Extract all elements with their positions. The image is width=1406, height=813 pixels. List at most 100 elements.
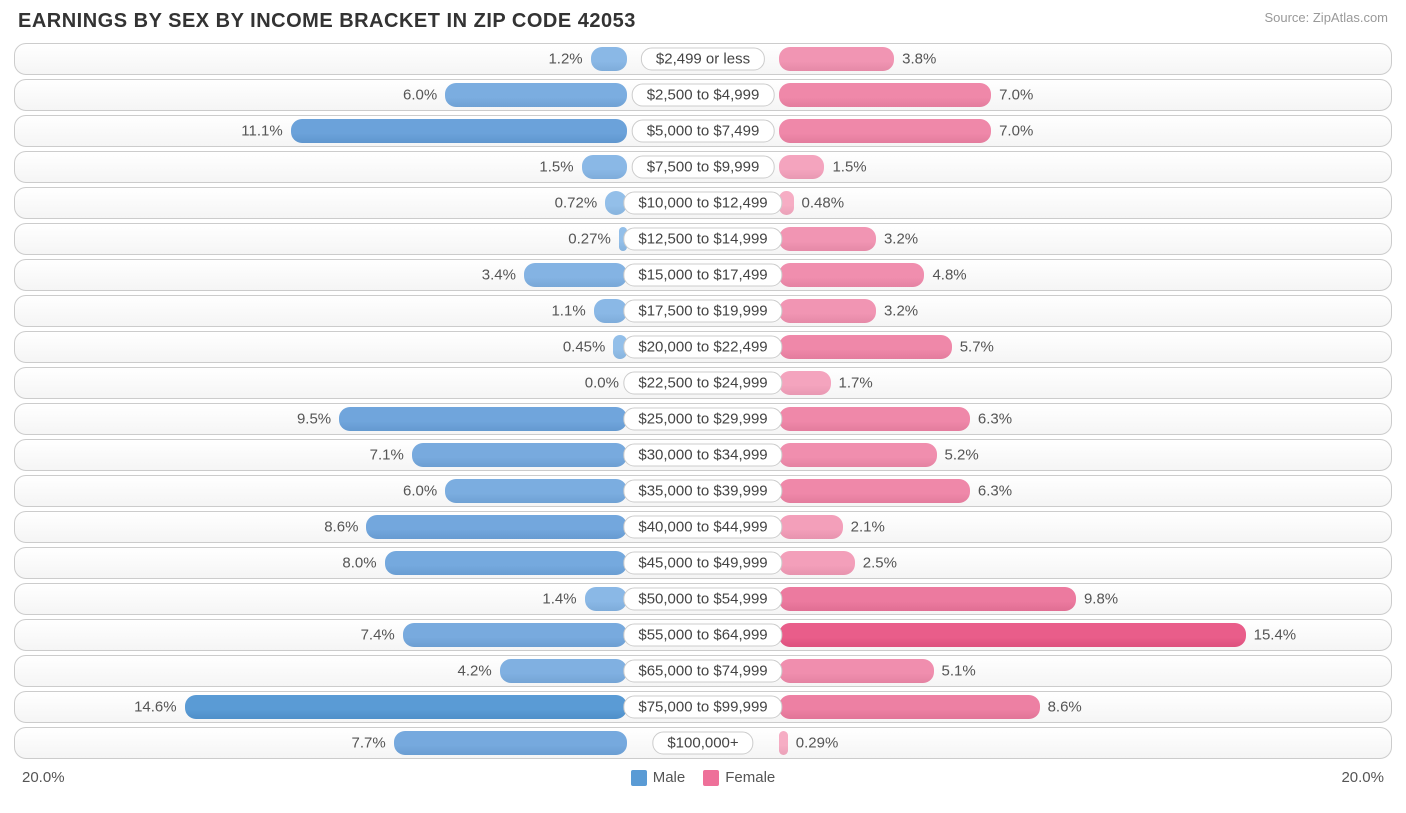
pct-label-male: 1.1%	[551, 303, 585, 320]
bar-female	[779, 479, 970, 503]
pct-label-male: 3.4%	[482, 267, 516, 284]
bar-female	[779, 731, 788, 755]
bracket-label: $75,000 to $99,999	[623, 696, 782, 719]
bar-male	[412, 443, 627, 467]
bar-female	[779, 551, 855, 575]
pct-label-female: 1.7%	[839, 375, 873, 392]
pct-label-male: 0.45%	[563, 339, 606, 356]
bracket-label: $45,000 to $49,999	[623, 552, 782, 575]
bracket-label: $22,500 to $24,999	[623, 372, 782, 395]
pct-label-female: 2.5%	[863, 555, 897, 572]
bar-female	[779, 263, 924, 287]
pct-label-male: 6.0%	[403, 87, 437, 104]
bar-male	[591, 47, 627, 71]
bar-female	[779, 659, 934, 683]
chart-row: $12,500 to $14,9990.27%3.2%	[14, 223, 1392, 255]
pct-label-male: 1.2%	[548, 51, 582, 68]
axis-max-left: 20.0%	[22, 769, 65, 786]
bracket-label: $17,500 to $19,999	[623, 300, 782, 323]
pct-label-female: 5.2%	[945, 447, 979, 464]
chart-row: $15,000 to $17,499 3.4% 4.8%	[14, 259, 1392, 291]
chart-row: $2,500 to $4,999 6.0% 7.0%	[14, 79, 1392, 111]
pct-label-female: 5.7%	[960, 339, 994, 356]
pct-label-male: 8.6%	[324, 519, 358, 536]
chart-row: $25,000 to $29,9999.5%6.3%	[14, 403, 1392, 435]
pct-label-male: 7.4%	[361, 627, 395, 644]
pct-label-male: 1.4%	[542, 591, 576, 608]
chart-row: $17,500 to $19,999 1.1% 3.2%	[14, 295, 1392, 327]
bar-female	[779, 83, 991, 107]
chart-row: $30,000 to $34,999 7.1% 5.2%	[14, 439, 1392, 471]
bar-female	[779, 371, 831, 395]
chart-footer: 20.0% Male Female 20.0%	[0, 763, 1406, 786]
pct-label-male: 1.5%	[539, 159, 573, 176]
pct-label-female: 2.1%	[851, 519, 885, 536]
chart-row: $7,500 to $9,999 1.5% 1.5%	[14, 151, 1392, 183]
legend-swatch-female	[703, 770, 719, 786]
pct-label-female: 8.6%	[1048, 699, 1082, 716]
bar-male	[500, 659, 627, 683]
bar-male	[366, 515, 627, 539]
pct-label-male: 4.2%	[458, 663, 492, 680]
legend-swatch-male	[631, 770, 647, 786]
bracket-label: $40,000 to $44,999	[623, 516, 782, 539]
chart-row: $35,000 to $39,9996.0%6.3%	[14, 475, 1392, 507]
bar-male	[585, 587, 627, 611]
chart-row: $50,000 to $54,999 1.4% 9.8%	[14, 583, 1392, 615]
chart-row: $55,000 to $64,9997.4%15.4%	[14, 619, 1392, 651]
pct-label-male: 0.72%	[555, 195, 598, 212]
chart-row: $65,000 to $74,9994.2%5.1%	[14, 655, 1392, 687]
pct-label-female: 6.3%	[978, 483, 1012, 500]
pct-label-female: 3.2%	[884, 303, 918, 320]
bar-male	[445, 83, 627, 107]
pct-label-female: 3.8%	[902, 51, 936, 68]
bar-female	[779, 155, 824, 179]
pct-label-female: 7.0%	[999, 123, 1033, 140]
chart-row: $5,000 to $7,49911.1%7.0%	[14, 115, 1392, 147]
pct-label-male: 7.1%	[370, 447, 404, 464]
bracket-label: $20,000 to $22,499	[623, 336, 782, 359]
bar-male	[291, 119, 627, 143]
bar-female	[779, 227, 876, 251]
pct-label-female: 15.4%	[1254, 627, 1297, 644]
pct-label-female: 0.48%	[802, 195, 845, 212]
legend-item-male: Male	[631, 769, 686, 786]
bracket-label: $10,000 to $12,499	[623, 192, 782, 215]
bar-male	[385, 551, 627, 575]
pct-label-male: 11.1%	[241, 123, 282, 140]
chart-row: $2,499 or less1.2%3.8%	[14, 43, 1392, 75]
bracket-label: $30,000 to $34,999	[623, 444, 782, 467]
pct-label-male: 8.0%	[342, 555, 376, 572]
pct-label-female: 9.8%	[1084, 591, 1118, 608]
bracket-label: $50,000 to $54,999	[623, 588, 782, 611]
bar-female	[779, 587, 1076, 611]
pct-label-female: 7.0%	[999, 87, 1033, 104]
pct-label-male: 0.0%	[585, 375, 619, 392]
chart-row: $75,000 to $99,99914.6%8.6%	[14, 691, 1392, 723]
pct-label-female: 5.1%	[942, 663, 976, 680]
legend-item-female: Female	[703, 769, 775, 786]
chart-row: $20,000 to $22,499 0.45% 5.7%	[14, 331, 1392, 363]
pct-label-female: 4.8%	[932, 267, 966, 284]
chart-row: $10,000 to $12,499 0.72% 0.48%	[14, 187, 1392, 219]
bar-female	[779, 335, 952, 359]
chart-row: $22,500 to $24,9990.0% 1.7%	[14, 367, 1392, 399]
bar-male	[339, 407, 627, 431]
bracket-label: $25,000 to $29,999	[623, 408, 782, 431]
bar-female	[779, 695, 1040, 719]
chart-row: $40,000 to $44,999 8.6% 2.1%	[14, 511, 1392, 543]
pct-label-female: 0.29%	[796, 735, 839, 752]
pct-label-male: 9.5%	[297, 411, 331, 428]
bracket-label: $15,000 to $17,499	[623, 264, 782, 287]
bracket-label: $7,500 to $9,999	[632, 156, 775, 179]
bracket-label: $2,500 to $4,999	[632, 84, 775, 107]
bar-female	[779, 47, 894, 71]
legend: Male Female	[631, 769, 776, 786]
pct-label-male: 0.27%	[568, 231, 611, 248]
pct-label-female: 1.5%	[832, 159, 866, 176]
header: EARNINGS BY SEX BY INCOME BRACKET IN ZIP…	[0, 0, 1406, 41]
bracket-label: $12,500 to $14,999	[623, 228, 782, 251]
legend-label-male: Male	[653, 769, 686, 786]
bar-female	[779, 299, 876, 323]
bar-female	[779, 119, 991, 143]
